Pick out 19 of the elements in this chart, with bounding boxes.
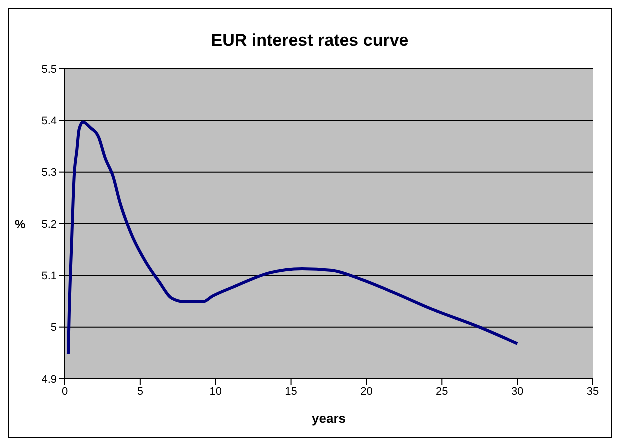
y-tick-label: 5 bbox=[50, 322, 57, 334]
y-tick-label: 5.5 bbox=[42, 64, 57, 76]
y-tick-label: 5.2 bbox=[42, 218, 57, 231]
line-series bbox=[66, 120, 520, 356]
chart-title: EUR interest rates curve bbox=[210, 31, 410, 52]
x-tick-label: 15 bbox=[285, 386, 298, 398]
x-tick-label: 35 bbox=[586, 386, 600, 398]
y-tick-label: 5.4 bbox=[42, 116, 57, 128]
x-tick-label: 10 bbox=[210, 386, 222, 398]
x-tick-label: 30 bbox=[511, 386, 524, 398]
x-axis-title: years bbox=[312, 411, 346, 426]
y-tick-label: 5.3 bbox=[42, 167, 57, 180]
x-tick-label: 20 bbox=[360, 386, 373, 398]
y-tick-label: 5.1 bbox=[42, 270, 57, 283]
y-axis-title: % bbox=[15, 217, 26, 232]
x-tick-label: 5 bbox=[137, 386, 144, 398]
y-tick-label: 4.9 bbox=[42, 374, 57, 386]
x-tick-label: 0 bbox=[62, 386, 68, 398]
x-tick-label: 25 bbox=[436, 386, 448, 398]
